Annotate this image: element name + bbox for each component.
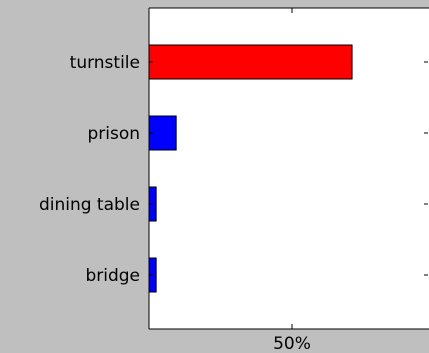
category-label-dining-table: dining table: [39, 195, 140, 215]
ticks-group: 50%: [149, 8, 428, 353]
category-label-bridge: bridge: [85, 266, 140, 286]
bar-prison: [148, 115, 177, 151]
bar-turnstile: [148, 44, 353, 80]
x-tick-label: 50%: [273, 334, 311, 353]
category-labels-group: turnstile prison dining table bridge: [39, 53, 140, 286]
category-label-turnstile: turnstile: [70, 53, 140, 73]
category-label-prison: prison: [87, 124, 140, 144]
